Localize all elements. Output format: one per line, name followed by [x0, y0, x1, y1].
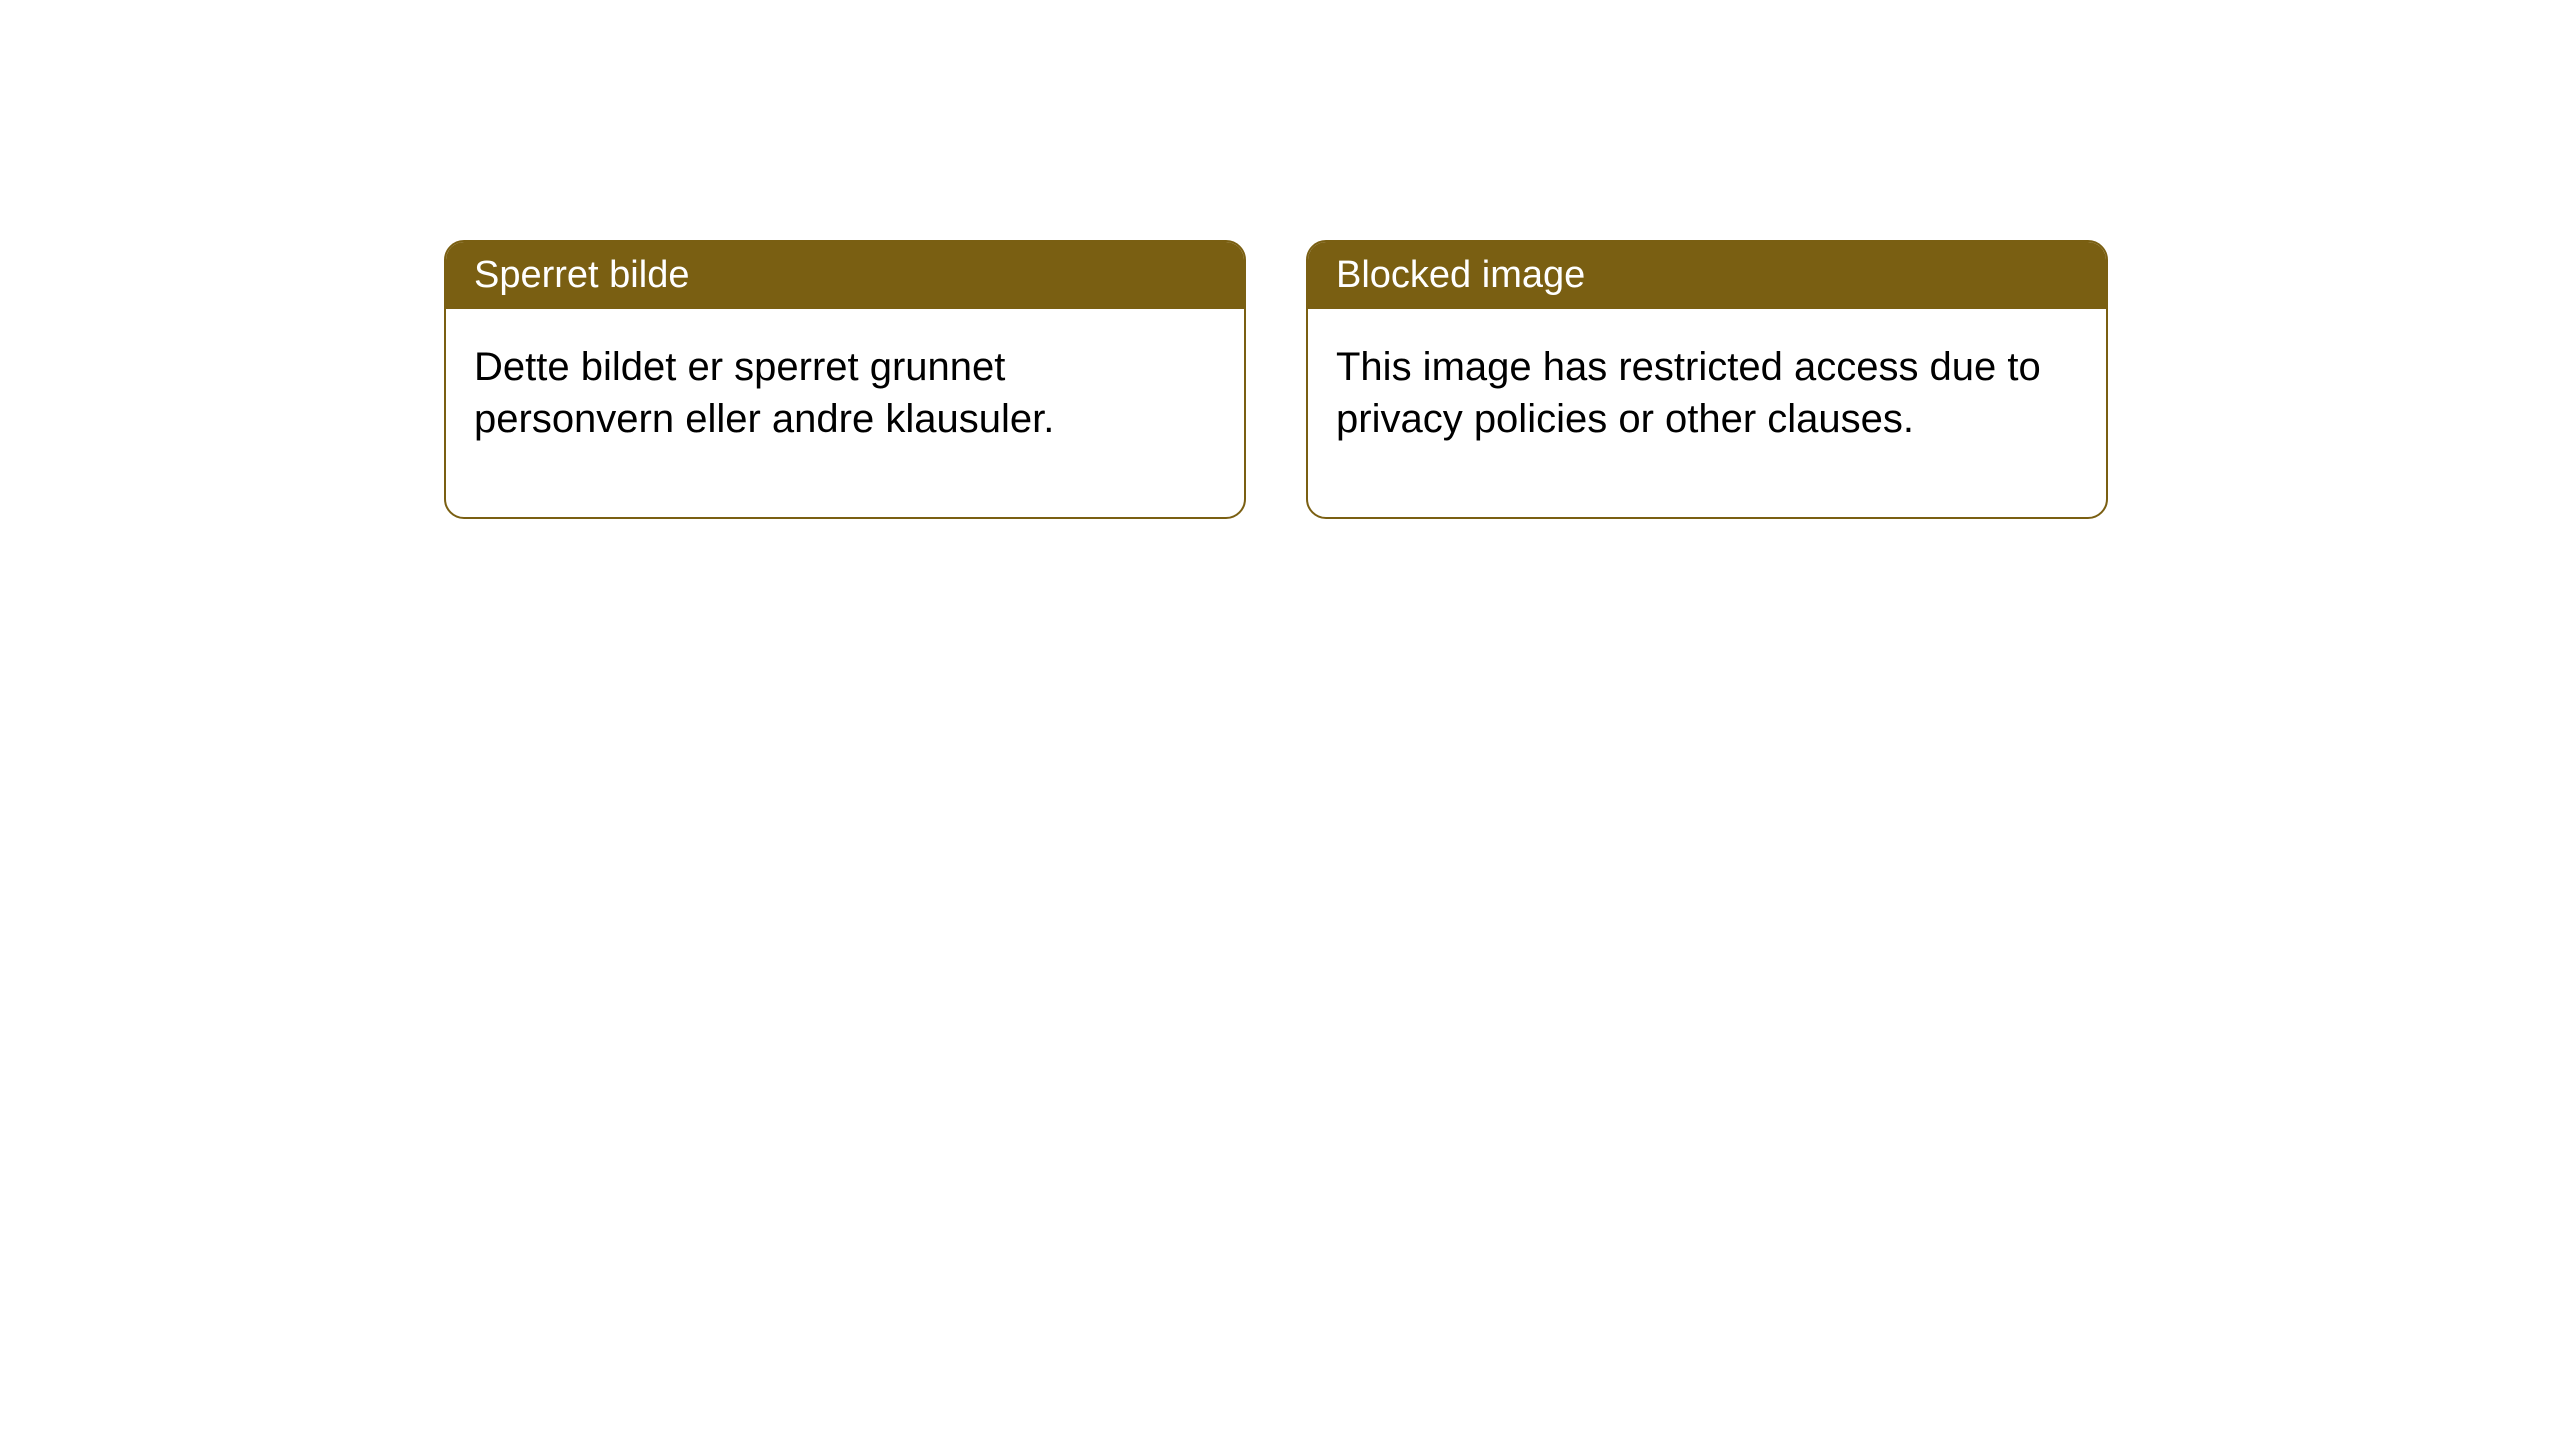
- card-body-text: This image has restricted access due to …: [1336, 345, 2041, 441]
- notice-cards-container: Sperret bilde Dette bildet er sperret gr…: [444, 240, 2108, 519]
- card-title: Sperret bilde: [474, 254, 689, 296]
- notice-card-norwegian: Sperret bilde Dette bildet er sperret gr…: [444, 240, 1246, 519]
- card-body-text: Dette bildet er sperret grunnet personve…: [474, 345, 1054, 441]
- card-header: Sperret bilde: [446, 242, 1244, 309]
- card-body: Dette bildet er sperret grunnet personve…: [446, 309, 1244, 517]
- card-title: Blocked image: [1336, 254, 1585, 296]
- notice-card-english: Blocked image This image has restricted …: [1306, 240, 2108, 519]
- card-header: Blocked image: [1308, 242, 2106, 309]
- card-body: This image has restricted access due to …: [1308, 309, 2106, 517]
